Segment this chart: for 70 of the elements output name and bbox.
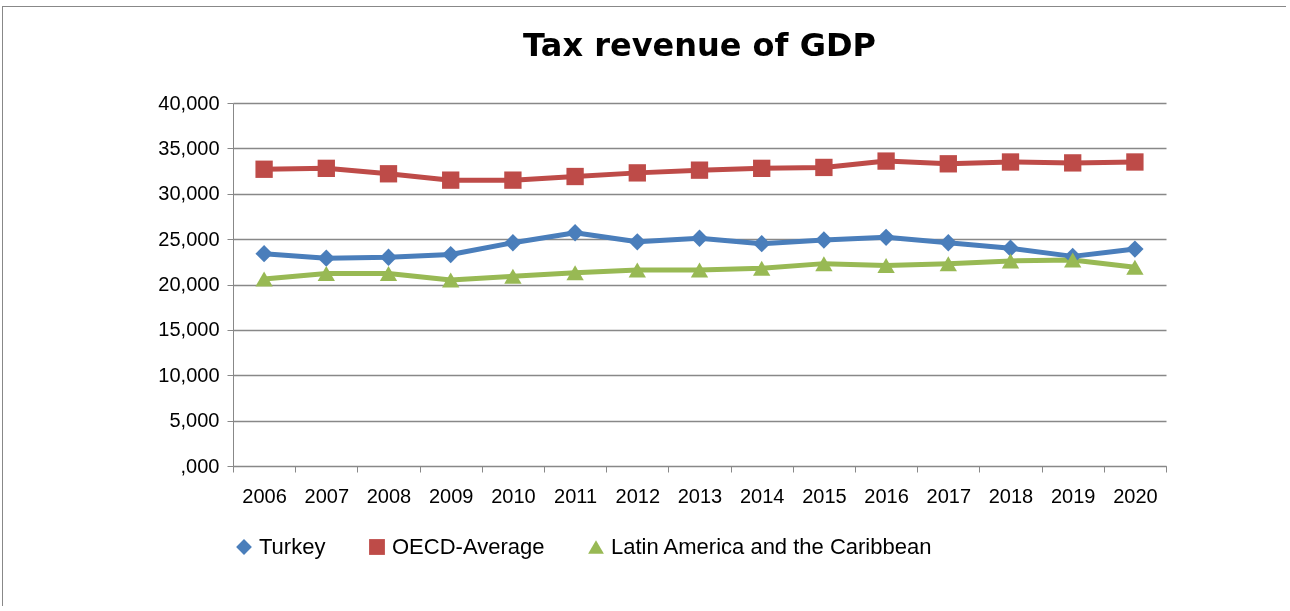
legend-label: OECD-Average [392,534,545,559]
point [255,160,273,178]
x-tick-label: 2013 [677,484,723,507]
point [317,159,335,177]
point [690,262,709,278]
point [753,235,771,253]
point [877,152,895,170]
point [1001,253,1020,269]
x-tick-label: 2011 [554,484,598,507]
point [628,164,646,182]
point [504,234,522,252]
point [753,260,771,276]
point [1126,240,1144,258]
x-tick-label: 2020 [1113,484,1158,507]
y-tick-label: 25,000 [158,227,220,250]
point [877,257,895,273]
point [1001,153,1020,171]
y-tick-label: 20,000 [158,273,220,295]
point [939,256,957,272]
point [442,245,460,264]
y-tick-label: 15,000 [158,318,220,341]
x-tick-label: 2007 [304,484,350,507]
x-tick-label: 2008 [366,484,412,507]
x-tick-label: 2014 [739,484,785,507]
point [628,262,646,278]
point [504,268,522,284]
point [255,271,273,287]
point [566,224,584,242]
point [815,231,833,249]
y-tick-label: 5,000 [169,409,220,432]
x-tick-label: 2016 [864,484,909,507]
point [255,244,273,263]
y-tick-label: 40,000 [158,91,220,114]
x-tick-label: 2012 [615,484,661,507]
point [1064,252,1082,268]
point [939,234,957,252]
point [1064,154,1082,172]
point [1126,153,1144,171]
x-tick-label: 2009 [428,484,474,507]
x-tick-label: 2006 [242,484,287,507]
point [442,272,460,288]
point [690,229,709,247]
point [317,249,335,267]
point [379,266,398,282]
point [379,165,398,183]
x-tick-label: 2019 [1050,484,1096,507]
point [690,161,709,179]
point [566,265,584,281]
point [1001,239,1020,257]
point [628,233,646,251]
point [1126,259,1144,275]
x-tick-label: 2010 [491,484,536,507]
point [815,158,833,177]
y-tick-label: ,000 [180,454,220,477]
x-tick-label: 2017 [926,484,972,507]
chart-title: Tax revenue of GDP [523,26,876,64]
point [504,171,522,189]
point [939,155,957,173]
x-tick-label: 2018 [988,484,1034,507]
legend-label: Latin America and the Caribbean [611,534,932,559]
y-tick-label: 35,000 [158,136,220,159]
point [442,171,460,189]
y-tick-label: 10,000 [158,363,220,386]
legend-label: Turkey [259,534,326,559]
point [753,159,771,177]
x-tick-label: 2015 [802,484,847,507]
point [815,256,833,272]
point [566,167,584,186]
y-tick-label: 30,000 [158,182,220,205]
point [317,266,335,282]
